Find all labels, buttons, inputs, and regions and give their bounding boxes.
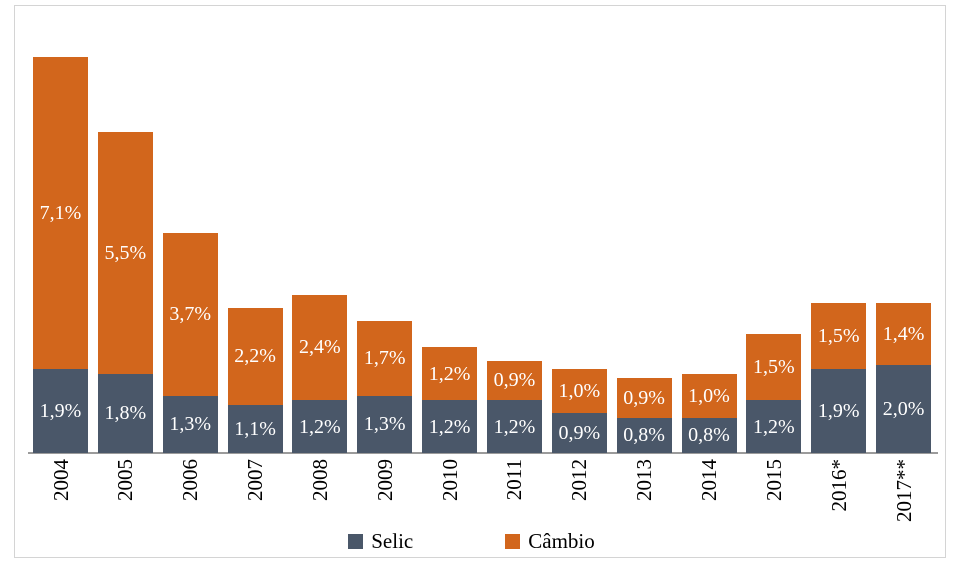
legend-label-cambio: Câmbio (528, 529, 595, 553)
value-label: 1,2% (299, 415, 341, 438)
value-label: 0,8% (623, 424, 665, 447)
x-tick-label-2007: 2007 (243, 459, 268, 501)
cambio-swatch-icon (505, 534, 521, 549)
bar-segment-selic-2010: 1,2% (422, 400, 478, 453)
value-label: 0,8% (688, 424, 730, 447)
value-label: 1,8% (104, 402, 147, 425)
bar-segment-cambio-2007: 2,2% (227, 307, 283, 405)
value-label: 1,2% (493, 415, 536, 438)
chart-frame (14, 5, 946, 558)
bar-2016: 1,5% 1,9% (811, 303, 867, 453)
bar-2006: 3,7% 1,3% (162, 233, 218, 453)
bar-segment-selic-2007: 1,1% (227, 404, 283, 453)
bar-segment-selic-2006: 1,3% (162, 395, 218, 453)
bar-segment-selic-2011: 1,2% (486, 400, 542, 453)
value-label: 0,9% (623, 386, 665, 409)
value-label: 1,1% (234, 417, 276, 440)
chart-legend: Selic Câmbio (0, 529, 975, 554)
bar-segment-cambio-2010: 1,2% (422, 347, 478, 401)
bar-segment-selic-2016: 1,9% (811, 369, 867, 453)
bar-2007: 2,2% 1,1% (227, 307, 283, 453)
bar-segment-cambio-2009: 1,7% (357, 321, 413, 396)
value-label: 1,9% (39, 400, 82, 423)
bar-2014: 1,0% 0,8% (681, 373, 737, 453)
bar-2015: 1,5% 1,2% (746, 334, 802, 453)
x-tick-label-2012: 2012 (567, 459, 592, 501)
value-label: 1,5% (817, 325, 860, 348)
x-tick-label-2015: 2015 (761, 459, 786, 501)
bar-2011: 0,9% 1,2% (486, 360, 542, 453)
x-tick-label-2014: 2014 (697, 459, 721, 501)
bar-segment-cambio-2014: 1,0% (681, 373, 737, 418)
value-label: 1,0% (688, 384, 730, 407)
value-label: 1,3% (169, 413, 212, 436)
value-label: 3,7% (169, 303, 212, 326)
bar-segment-selic-2009: 1,3% (357, 395, 413, 453)
bar-segment-selic-2015: 1,2% (746, 400, 802, 453)
x-tick-label-2006: 2006 (178, 459, 203, 501)
bar-segment-selic-2008: 1,2% (292, 400, 348, 453)
legend-label-selic: Selic (371, 529, 414, 553)
value-label: 1,7% (363, 347, 406, 370)
x-tick-label-2005: 2005 (113, 459, 138, 501)
value-label: 1,0% (558, 380, 601, 403)
bar-2005: 5,5% 1,8% (97, 131, 153, 453)
bar-2013: 0,9% 0,8% (616, 378, 672, 453)
bar-segment-cambio-2017: 1,4% (876, 303, 932, 365)
bar-segment-selic-2005: 1,8% (97, 373, 153, 453)
x-tick-label-2016: 2016* (826, 459, 851, 512)
legend-item-cambio: Câmbio (505, 529, 595, 554)
x-tick-label-2017: 2017** (891, 459, 916, 522)
bar-segment-cambio-2013: 0,9% (616, 378, 672, 418)
bar-segment-cambio-2012: 1,0% (551, 369, 607, 414)
bar-segment-cambio-2008: 2,4% (292, 294, 348, 401)
value-label: 1,2% (753, 415, 795, 438)
value-label: 2,0% (882, 397, 925, 420)
bar-2009: 1,7% 1,3% (357, 321, 413, 453)
value-label: 0,9% (493, 369, 536, 392)
x-tick-label-2010: 2010 (437, 459, 462, 501)
x-tick-label-2009: 2009 (372, 459, 397, 501)
x-axis-line (28, 452, 938, 454)
x-tick-label-2008: 2008 (307, 459, 332, 501)
bar-2004: 7,1% 1,9% (33, 57, 88, 453)
bar-segment-cambio-2011: 0,9% (486, 360, 542, 401)
selic-swatch-icon (348, 534, 364, 549)
value-label: 2,4% (299, 336, 341, 359)
bar-2017: 1,4% 2,0% (876, 303, 932, 453)
bar-segment-cambio-2015: 1,5% (746, 334, 802, 401)
bar-segment-cambio-2005: 5,5% (97, 131, 153, 374)
x-tick-label-2011: 2011 (502, 459, 527, 501)
bar-segment-cambio-2006: 3,7% (162, 233, 218, 396)
value-label: 1,2% (428, 362, 471, 385)
value-label: 7,1% (39, 202, 82, 225)
value-label: 1,9% (817, 400, 860, 423)
value-label: 1,4% (882, 323, 925, 346)
bar-segment-selic-2013: 0,8% (616, 417, 672, 453)
bar-segment-selic-2014: 0,8% (681, 417, 737, 453)
value-label: 2,2% (234, 345, 276, 368)
bar-segment-selic-2004: 1,9% (33, 369, 88, 453)
x-tick-label-2004: 2004 (48, 459, 73, 501)
bar-2008: 2,4% 1,2% (292, 294, 348, 453)
legend-item-selic: Selic (348, 529, 413, 554)
bar-segment-cambio-2004: 7,1% (33, 57, 88, 370)
value-label: 0,9% (558, 422, 601, 445)
bar-segment-selic-2017: 2,0% (876, 364, 932, 453)
value-label: 1,2% (428, 415, 471, 438)
bar-segment-selic-2012: 0,9% (551, 413, 607, 453)
value-label: 1,5% (753, 356, 795, 379)
bar-2012: 1,0% 0,9% (551, 369, 607, 453)
value-label: 5,5% (104, 241, 147, 264)
value-label: 1,3% (363, 413, 406, 436)
bar-segment-cambio-2016: 1,5% (811, 303, 867, 370)
x-tick-label-2013: 2013 (632, 459, 657, 501)
bar-2010: 1,2% 1,2% (422, 347, 478, 453)
